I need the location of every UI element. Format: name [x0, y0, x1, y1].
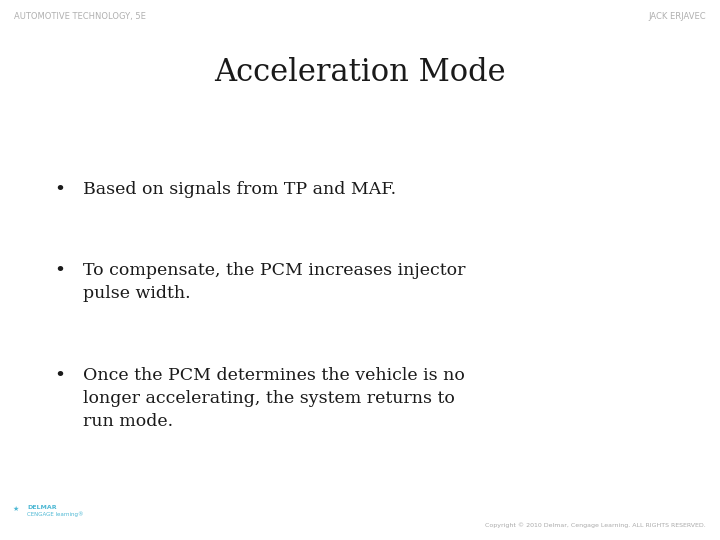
Text: To compensate, the PCM increases injector
pulse width.: To compensate, the PCM increases injecto… — [83, 262, 465, 302]
Text: •: • — [54, 367, 65, 385]
Text: DELMAR: DELMAR — [27, 505, 57, 510]
Text: Acceleration Mode: Acceleration Mode — [214, 57, 506, 87]
Text: Based on signals from TP and MAF.: Based on signals from TP and MAF. — [83, 181, 396, 198]
Text: Once the PCM determines the vehicle is no
longer accelerating, the system return: Once the PCM determines the vehicle is n… — [83, 367, 464, 430]
Text: AUTOMOTIVE TECHNOLOGY, 5E: AUTOMOTIVE TECHNOLOGY, 5E — [14, 12, 146, 21]
Text: ★: ★ — [13, 506, 19, 512]
Text: CENGAGE learning®: CENGAGE learning® — [27, 512, 84, 517]
Text: Copyright © 2010 Delmar, Cengage Learning. ALL RIGHTS RESERVED.: Copyright © 2010 Delmar, Cengage Learnin… — [485, 523, 706, 528]
Text: JACK ERJAVEC: JACK ERJAVEC — [648, 12, 706, 21]
Text: •: • — [54, 262, 65, 280]
Text: •: • — [54, 181, 65, 199]
